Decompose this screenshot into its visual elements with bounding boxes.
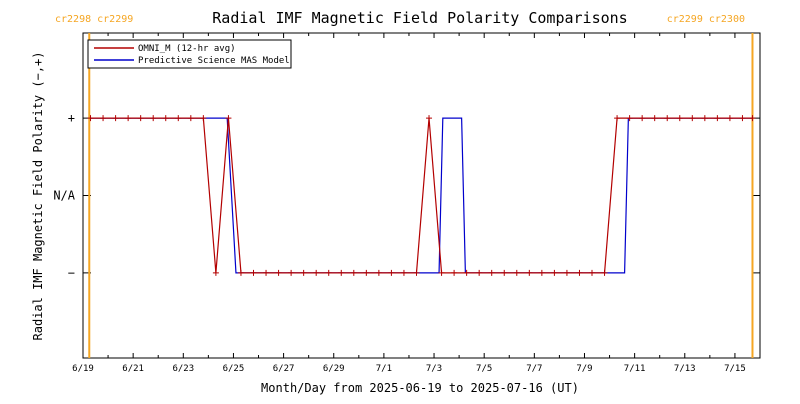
x-tick-label: 7/13 xyxy=(674,364,696,374)
data-point xyxy=(350,269,357,276)
data-point xyxy=(375,269,382,276)
data-point xyxy=(413,269,420,276)
data-point xyxy=(250,269,257,276)
data-point xyxy=(526,269,533,276)
data-point xyxy=(639,115,646,122)
data-point xyxy=(538,269,545,276)
data-point xyxy=(501,269,508,276)
data-point xyxy=(488,269,495,276)
legend-box xyxy=(87,39,292,69)
data-point xyxy=(212,269,219,276)
legend-label-mas: Predictive Science MAS Model xyxy=(138,56,290,66)
x-tick-label: 6/23 xyxy=(172,364,194,374)
x-tick-label: 7/5 xyxy=(476,364,492,374)
data-point xyxy=(137,115,144,122)
carrington-label: cr2299 cr2300 xyxy=(667,14,745,25)
data-point xyxy=(701,115,708,122)
data-point xyxy=(749,115,756,122)
carrington-markers: cr2298 cr2299 cr2299 cr2300 xyxy=(55,14,754,358)
x-tick-label: 7/3 xyxy=(426,364,442,374)
data-point xyxy=(150,115,157,122)
data-point xyxy=(162,115,169,122)
data-point xyxy=(426,115,433,122)
x-tick-label: 6/29 xyxy=(323,364,345,374)
data-point xyxy=(601,269,608,276)
data-point xyxy=(275,269,282,276)
data-point xyxy=(438,269,445,276)
series-layer xyxy=(87,115,756,276)
data-point xyxy=(726,115,733,122)
data-point xyxy=(689,115,696,122)
data-point xyxy=(614,115,621,122)
series-line xyxy=(90,117,753,274)
data-point xyxy=(388,269,395,276)
ticks-layer: 6/19 6/21 6/23 6/25 6/27 6/29 7/1 7/3 7/5 7/7 7/9 7… xyxy=(53,33,760,374)
data-point xyxy=(664,115,671,122)
data-point xyxy=(100,115,107,122)
plot-frame xyxy=(82,32,761,359)
x-tick-label: 7/9 xyxy=(576,364,592,374)
y-tick-label: + xyxy=(68,111,75,125)
x-tick-label: 6/25 xyxy=(223,364,245,374)
x-tick-label: 7/1 xyxy=(376,364,392,374)
data-point xyxy=(476,269,483,276)
legend-label-omni: OMNI_M (12-hr avg) xyxy=(138,44,236,54)
x-tick-label: 7/15 xyxy=(724,364,746,374)
x-tick-label: 6/21 xyxy=(122,364,144,374)
x-tick-label: 6/27 xyxy=(273,364,295,374)
data-point xyxy=(325,269,332,276)
data-point xyxy=(288,269,295,276)
data-point xyxy=(576,269,583,276)
y-tick-label: N/A xyxy=(53,189,75,203)
x-tick-label: 7/11 xyxy=(624,364,646,374)
data-point xyxy=(237,269,244,276)
data-point xyxy=(463,269,470,276)
data-point xyxy=(175,115,182,122)
data-point xyxy=(551,269,558,276)
data-point xyxy=(125,115,132,122)
data-point xyxy=(676,115,683,122)
y-axis-label: Radial IMF Magnetic Field Polarity (−,+) xyxy=(31,52,45,341)
data-point xyxy=(400,269,407,276)
data-point xyxy=(363,269,370,276)
data-point xyxy=(200,115,207,122)
x-tick-label: 6/19 xyxy=(72,364,94,374)
data-point xyxy=(626,115,633,122)
x-axis-label: Month/Day from 2025-06-19 to 2025-07-16 … xyxy=(261,381,579,395)
y-tick-label: − xyxy=(68,266,75,280)
carrington-label: cr2298 cr2299 xyxy=(55,14,133,25)
data-point xyxy=(313,269,320,276)
data-point xyxy=(338,269,345,276)
data-point xyxy=(225,115,232,122)
data-point xyxy=(300,269,307,276)
data-point xyxy=(87,115,94,122)
legend: OMNI_M (12-hr avg) Predictive Science MA… xyxy=(87,39,292,69)
data-point xyxy=(187,115,194,122)
series-line xyxy=(90,117,753,274)
data-point xyxy=(714,115,721,122)
data-point xyxy=(451,269,458,276)
data-point xyxy=(739,115,746,122)
data-point xyxy=(513,269,520,276)
data-point xyxy=(589,269,596,276)
data-point xyxy=(263,269,270,276)
data-point xyxy=(563,269,570,276)
chart-title: Radial IMF Magnetic Field Polarity Compa… xyxy=(212,9,627,27)
x-tick-label: 7/7 xyxy=(526,364,542,374)
data-point xyxy=(651,115,658,122)
data-point xyxy=(112,115,119,122)
